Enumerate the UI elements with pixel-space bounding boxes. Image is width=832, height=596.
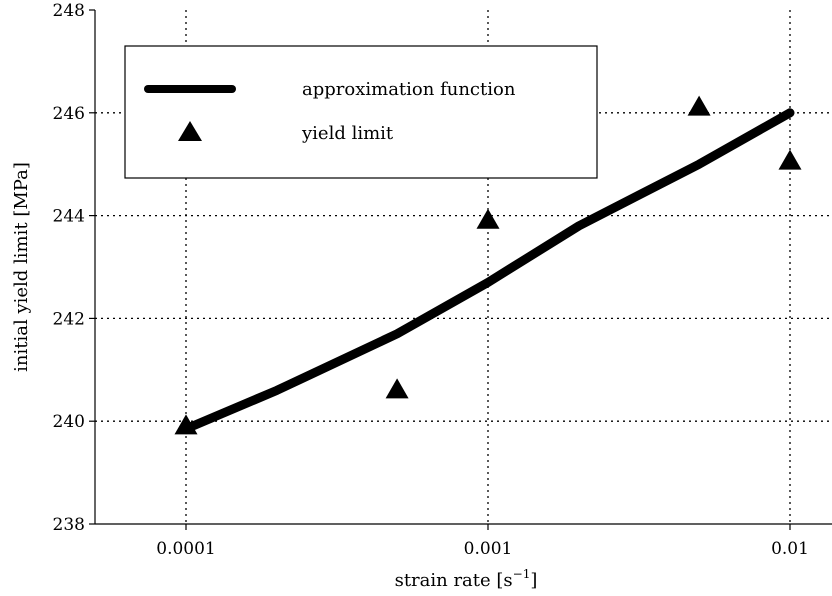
legend-label-yield: yield limit	[301, 123, 394, 144]
legend-label-approximation: approximation function	[302, 79, 516, 100]
x-tick-label: 0.01	[771, 539, 809, 559]
approximation-function-line	[181, 108, 795, 434]
x-tick-label: 0.0001	[156, 539, 215, 559]
y-axis-title: initial yield limit [MPa]	[11, 162, 32, 372]
y-tick-label: 242	[53, 309, 85, 329]
ticks: 0.0001 0.001 0.01 238 240 242 244 246 248	[53, 1, 809, 559]
y-tick-label: 246	[53, 104, 85, 124]
yield-limit-point	[476, 208, 500, 229]
y-tick-label: 240	[53, 412, 85, 432]
yield-limit-point	[687, 95, 711, 116]
series	[174, 95, 802, 435]
x-tick-label: 0.001	[464, 539, 513, 559]
legend: approximation function yield limit	[124, 45, 598, 179]
yield-limit-point	[778, 149, 802, 170]
x-axis-title: strain rate [s−1]	[395, 567, 538, 591]
legend-box	[124, 45, 598, 179]
y-tick-label: 238	[53, 515, 85, 535]
yield-limit-point	[174, 414, 198, 435]
y-tick-label: 248	[53, 1, 85, 21]
yield-limit-point	[385, 378, 409, 399]
legend-triangle-swatch	[178, 121, 202, 141]
y-tick-label: 244	[53, 207, 85, 227]
axes	[94, 10, 832, 525]
